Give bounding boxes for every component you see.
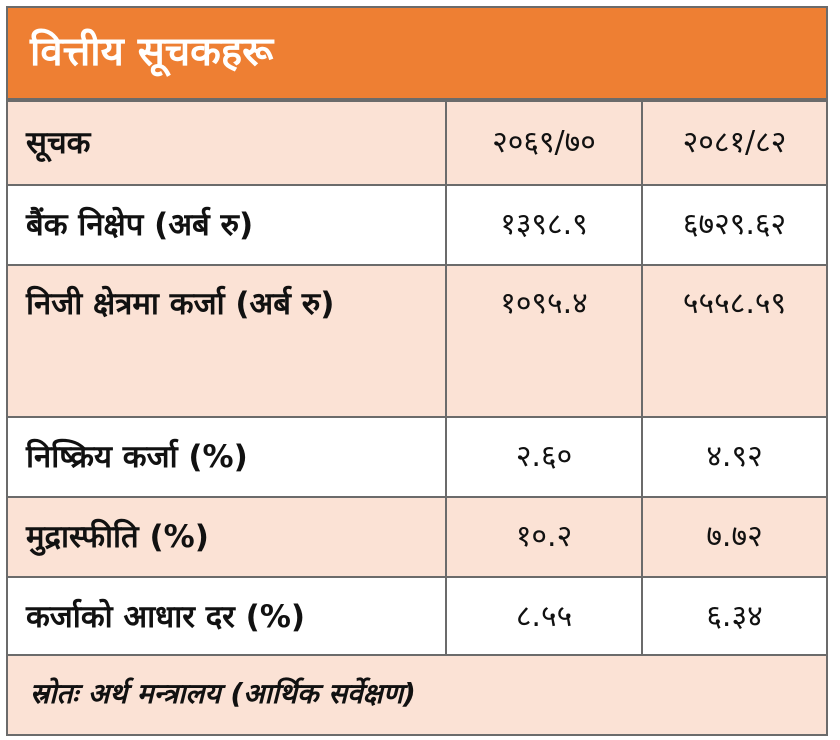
row-label: निष्क्रिय कर्जा (%)	[8, 416, 447, 498]
row-value-year-2: ६.३४	[641, 576, 826, 658]
header-indicator: सूचक	[8, 100, 447, 186]
source-footer: स्रोतः अर्थ मन्त्रालय (आर्थिक सर्वेक्षण)	[8, 654, 826, 734]
table-row: बैंक निक्षेप (अर्ब रु) १३९८.९ ६७२९.६२	[8, 184, 826, 266]
row-label: कर्जाको आधार दर (%)	[8, 576, 447, 658]
row-value-year-1: १३९८.९	[445, 184, 643, 266]
row-label: मुद्रास्फीति (%)	[8, 496, 447, 578]
row-value-year-1: ८.५५	[445, 576, 643, 658]
row-value-year-2: ६७२९.६२	[641, 184, 826, 266]
row-value-year-1: १०.२	[445, 496, 643, 578]
row-value-year-2: ५५५८.५९	[641, 264, 826, 418]
title-bar: वित्तीय सूचकहरू	[8, 8, 826, 100]
card-title: वित्तीय सूचकहरू	[30, 29, 274, 75]
header-year-2: २०८१/८२	[641, 100, 826, 186]
row-value-year-2: ४.९२	[641, 416, 826, 498]
header-year-1: २०६९/७०	[445, 100, 643, 186]
table-row: निजी क्षेत्रमा कर्जा (अर्ब रु) १०९५.४ ५५…	[8, 264, 826, 418]
table-row: मुद्रास्फीति (%) १०.२ ७.७२	[8, 496, 826, 578]
row-value-year-1: २.६०	[445, 416, 643, 498]
row-value-year-2: ७.७२	[641, 496, 826, 578]
row-label: निजी क्षेत्रमा कर्जा (अर्ब रु)	[8, 264, 447, 418]
table-header-row: सूचक २०६९/७० २०८१/८२	[8, 100, 826, 186]
indicators-table: सूचक २०६९/७० २०८१/८२ बैंक निक्षेप (अर्ब …	[8, 100, 826, 658]
row-value-year-1: १०९५.४	[445, 264, 643, 418]
financial-indicators-card: वित्तीय सूचकहरू सूचक २०६९/७० २०८१/८२ बैं…	[6, 6, 828, 736]
source-note: स्रोतः अर्थ मन्त्रालय (आर्थिक सर्वेक्षण)	[30, 677, 416, 710]
table-row: कर्जाको आधार दर (%) ८.५५ ६.३४	[8, 576, 826, 658]
row-label: बैंक निक्षेप (अर्ब रु)	[8, 184, 447, 266]
table-row: निष्क्रिय कर्जा (%) २.६० ४.९२	[8, 416, 826, 498]
